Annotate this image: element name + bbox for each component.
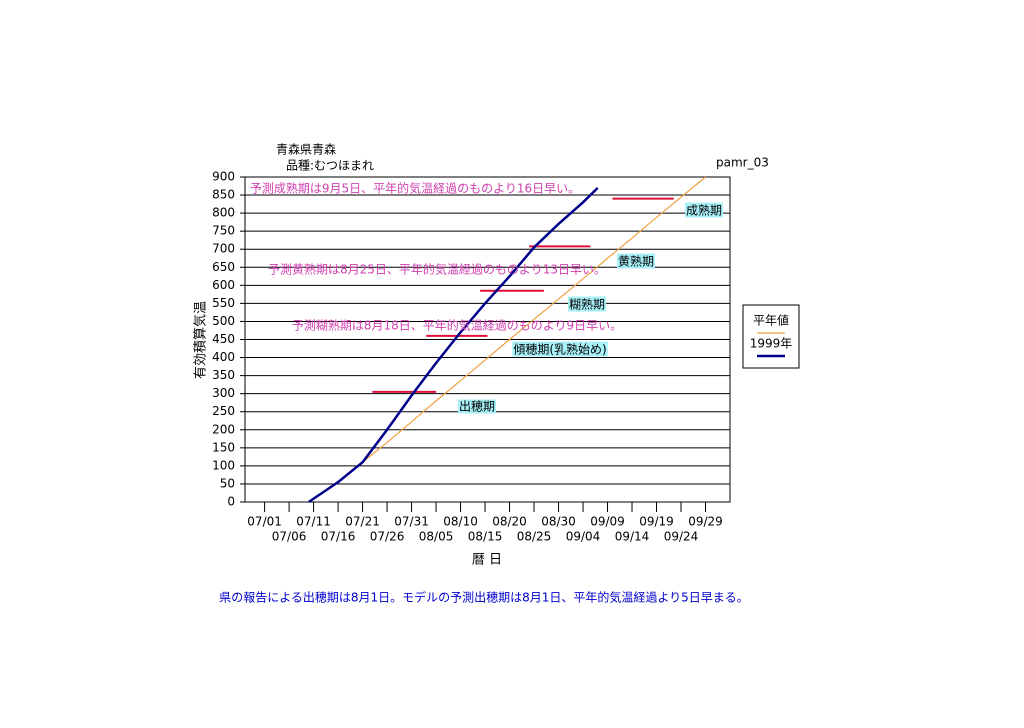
y-tick-label: 500 [212,314,235,328]
y-tick-label: 100 [212,458,235,472]
legend-box [742,304,800,369]
series-line [308,176,706,503]
x-tick-label: 09/09 [590,515,625,529]
x-tick-label: 08/10 [443,515,478,529]
stage-label-bg [457,399,497,414]
y-tick-label: 700 [212,242,235,256]
y-tick-label: 350 [212,368,235,382]
x-tick-label: 07/11 [296,515,331,529]
annotation: 予測成熟期は9月5日、平年的気温経過のものより16日早い。 [250,181,580,196]
x-tick-label: 08/25 [517,530,552,544]
y-tick-label: 650 [212,260,235,274]
chart-title: 青森県青森 [276,142,336,157]
chart-code: pamr_03 [716,156,769,170]
annotation: 予測糊熟期は8月18日、平年的気温経過のものより9日早い。 [292,318,622,333]
stage-label: 糊熟期 [569,297,605,312]
y-tick-label: 400 [212,350,235,364]
y-tick-label: 450 [212,332,235,346]
stage-label: 成熟期 [686,203,722,218]
stage-label-bg [616,253,656,269]
stage-label-bg [684,202,724,218]
y-tick-label: 850 [212,188,235,202]
x-axis-label: 暦 日 [472,553,502,568]
y-tick-label: 150 [212,440,235,454]
y-tick-label: 0 [227,495,235,509]
note: 県の報告による出穂期は8月1日。モデルの予測出穂期は8月1日、平年的気温経過より… [219,590,749,605]
series-line [307,186,599,504]
x-tick-label: 09/04 [566,530,601,544]
stage-label-bg [512,341,608,357]
x-tick-label: 08/15 [468,530,503,544]
y-tick-label: 600 [212,278,235,292]
x-tick-label: 07/31 [394,515,429,529]
x-tick-label: 08/05 [419,530,454,544]
annotation: 予測黄熟期は8月25日、平年的気温経過のものより13日早い。 [268,262,606,277]
x-tick-label: 09/29 [688,515,723,529]
x-tick-label: 07/01 [247,515,282,529]
y-tick-label: 900 [212,170,235,184]
y-axis-label: 有効積算気温 [193,301,209,379]
stage-label: 出穂期 [459,400,495,414]
legend-label: 1999年 [750,337,793,351]
stage-label-bg [567,296,607,312]
stage-label: 黄熟期 [618,254,654,269]
y-tick-label: 550 [212,296,235,310]
y-tick-label: 50 [220,476,235,490]
x-tick-label: 08/30 [541,515,576,529]
x-tick-label: 09/24 [664,530,699,544]
y-tick-label: 250 [212,404,235,418]
y-tick-label: 750 [212,224,235,238]
legend-label: 平年値 [753,313,789,328]
x-tick-label: 07/26 [370,530,405,544]
y-tick-label: 800 [212,206,235,220]
x-tick-label: 08/20 [492,515,527,529]
x-tick-label: 09/14 [615,530,650,544]
x-tick-label: 07/06 [272,530,307,544]
x-tick-label: 09/19 [639,515,674,529]
y-tick-label: 200 [212,422,235,436]
x-tick-label: 07/21 [345,515,380,529]
y-tick-label: 300 [212,386,235,400]
x-tick-label: 07/16 [321,530,356,544]
chart-subtitle: 品種:むつほまれ [286,159,374,173]
stage-label: 傾穂期(乳熟始め) [513,342,606,357]
